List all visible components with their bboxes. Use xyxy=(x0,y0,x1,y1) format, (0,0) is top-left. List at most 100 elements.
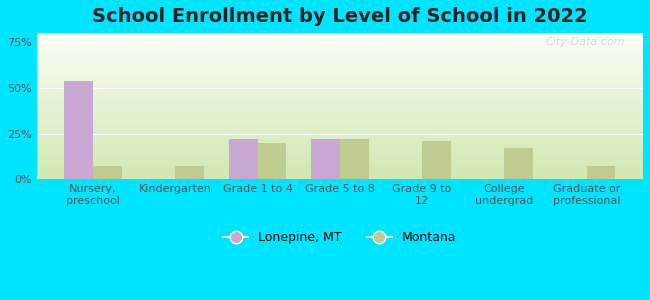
Bar xyxy=(36,75,643,77)
Bar xyxy=(36,144,643,146)
Bar xyxy=(36,109,643,110)
Bar xyxy=(36,36,643,38)
Bar xyxy=(36,170,643,172)
Bar xyxy=(36,137,643,138)
Bar xyxy=(36,48,643,49)
Bar xyxy=(36,49,643,51)
Bar xyxy=(36,127,643,128)
Bar xyxy=(36,42,643,43)
Bar xyxy=(36,100,643,102)
Bar xyxy=(36,106,643,108)
Bar xyxy=(36,46,643,48)
Bar xyxy=(36,71,643,73)
Bar xyxy=(36,39,643,40)
Bar xyxy=(36,58,643,59)
Bar xyxy=(36,86,643,87)
Bar xyxy=(36,110,643,112)
Bar xyxy=(36,150,643,152)
Bar xyxy=(36,147,643,148)
Bar xyxy=(36,119,643,121)
Bar xyxy=(36,140,643,141)
Bar xyxy=(36,67,643,68)
Bar xyxy=(36,98,643,99)
Bar xyxy=(36,163,643,165)
Bar xyxy=(36,62,643,64)
Bar xyxy=(36,87,643,88)
Bar xyxy=(36,99,643,100)
Bar xyxy=(36,175,643,176)
Bar xyxy=(36,40,643,42)
Bar xyxy=(36,83,643,84)
Bar xyxy=(36,56,643,58)
Bar xyxy=(36,88,643,90)
Bar xyxy=(36,176,643,178)
Bar xyxy=(36,153,643,154)
Bar xyxy=(36,70,643,71)
Bar xyxy=(36,138,643,140)
Bar xyxy=(36,128,643,130)
Bar xyxy=(36,160,643,162)
Text: City-Data.com: City-Data.com xyxy=(545,38,625,47)
Bar xyxy=(36,135,643,137)
Bar xyxy=(36,33,643,34)
Bar xyxy=(229,139,257,179)
Bar xyxy=(36,124,643,125)
Bar xyxy=(422,141,451,179)
Bar xyxy=(36,78,643,80)
Bar xyxy=(36,90,643,92)
Bar xyxy=(36,148,643,150)
Legend: Lonepine, MT, Montana: Lonepine, MT, Montana xyxy=(218,226,462,249)
Bar xyxy=(36,38,643,39)
Bar xyxy=(36,173,643,175)
Bar xyxy=(36,112,643,113)
Bar xyxy=(36,94,643,96)
Bar xyxy=(36,73,643,74)
Bar xyxy=(36,103,643,105)
Bar xyxy=(36,146,643,147)
Bar xyxy=(36,68,643,70)
Bar xyxy=(340,139,369,179)
Bar xyxy=(36,125,643,127)
Bar xyxy=(36,59,643,61)
Bar xyxy=(93,167,122,179)
Bar xyxy=(36,165,643,166)
Bar xyxy=(36,157,643,159)
Bar xyxy=(36,34,643,36)
Bar xyxy=(36,122,643,124)
Bar xyxy=(587,167,616,179)
Bar xyxy=(36,162,643,163)
Bar xyxy=(36,134,643,135)
Bar xyxy=(36,102,643,103)
Bar xyxy=(36,65,643,67)
Bar xyxy=(36,81,643,83)
Bar xyxy=(36,64,643,65)
Bar xyxy=(36,53,643,55)
Bar xyxy=(64,80,93,179)
Bar xyxy=(36,108,643,109)
Bar xyxy=(36,84,643,86)
Bar xyxy=(36,178,643,179)
Bar xyxy=(36,105,643,106)
Bar xyxy=(36,154,643,156)
Bar xyxy=(36,169,643,170)
Bar xyxy=(36,172,643,173)
Bar xyxy=(36,167,643,169)
Bar xyxy=(36,152,643,153)
Bar xyxy=(504,148,533,179)
Bar xyxy=(36,131,643,132)
Bar xyxy=(311,139,340,179)
Bar xyxy=(36,121,643,122)
Bar xyxy=(36,159,643,160)
Bar xyxy=(36,132,643,134)
Title: School Enrollment by Level of School in 2022: School Enrollment by Level of School in … xyxy=(92,7,588,26)
Bar xyxy=(36,156,643,157)
Bar xyxy=(36,141,643,143)
Bar xyxy=(36,113,643,115)
Bar xyxy=(257,143,286,179)
Bar xyxy=(36,45,643,46)
Bar xyxy=(36,130,643,131)
Bar xyxy=(36,55,643,56)
Bar xyxy=(36,77,643,78)
Bar xyxy=(36,118,643,119)
Bar xyxy=(36,74,643,75)
